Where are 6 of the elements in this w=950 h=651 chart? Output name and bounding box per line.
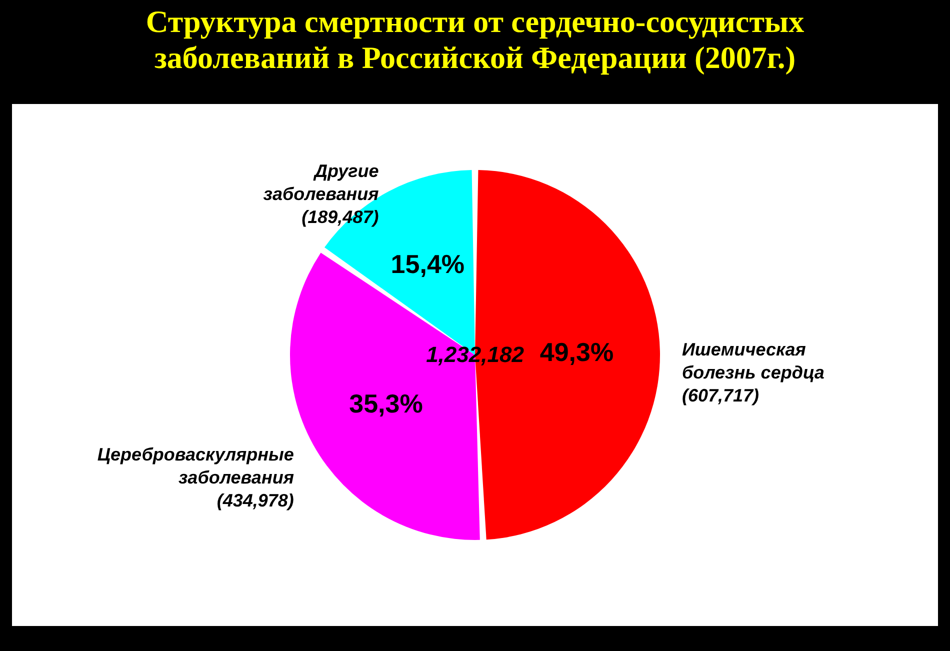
slice-label: Цереброваскулярные заболевания (434,978) [97,444,294,510]
data-label: 49,3% [540,336,614,367]
slice-label: Ишемическая болезнь сердца (607,717) [682,339,824,406]
chart-title: Структура смертности от сердечно-сосудистых заболеваний в Российской Федерации (2007г.) [144,3,806,77]
data-label: 35,3% [349,388,423,418]
data-label: 15,4% [390,248,465,279]
